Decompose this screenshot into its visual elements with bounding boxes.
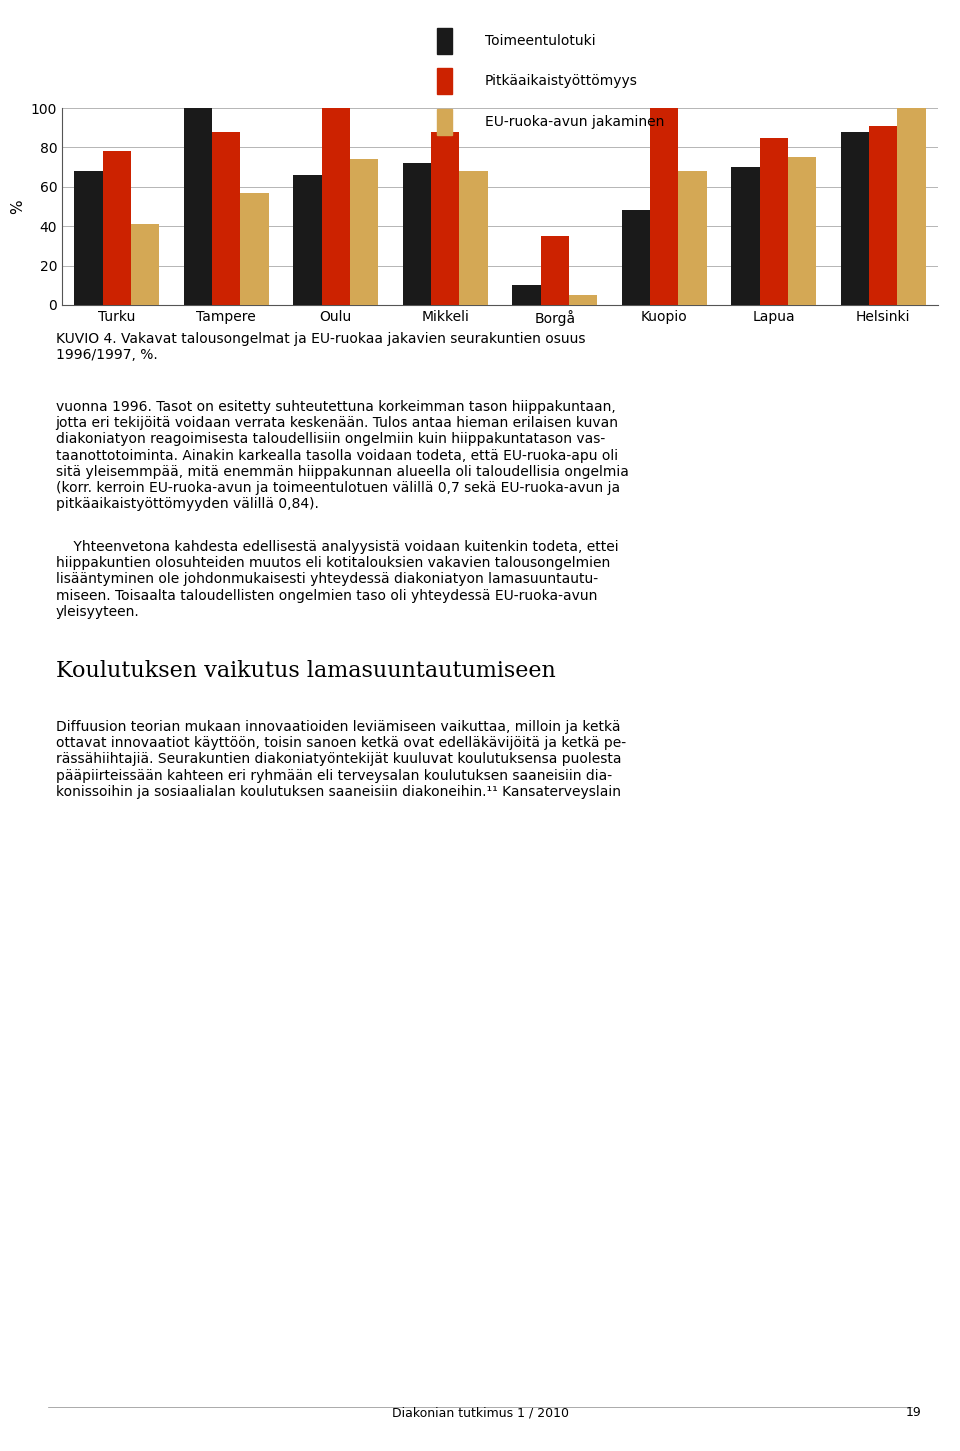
Text: Pitkäaikaistyöttömyys: Pitkäaikaistyöttömyys	[485, 74, 637, 89]
Y-axis label: %: %	[11, 199, 25, 213]
Text: Diffuusion teorian mukaan innovaatioiden leviämiseen vaikuttaa, milloin ja ketkä: Diffuusion teorian mukaan innovaatioiden…	[56, 720, 626, 800]
Bar	[621, 210, 650, 305]
Bar	[74, 171, 103, 305]
Bar	[212, 132, 241, 305]
Bar	[431, 132, 460, 305]
Bar	[759, 138, 788, 305]
Text: Yhteenvetona kahdesta edellisestä analyysistä voidaan kuitenkin todeta, ettei
hi: Yhteenvetona kahdesta edellisestä analyy…	[56, 540, 618, 618]
Text: Diakonian tutkimus 1 / 2010: Diakonian tutkimus 1 / 2010	[392, 1406, 568, 1419]
Bar	[679, 171, 707, 305]
Bar	[569, 295, 597, 305]
Text: 19: 19	[906, 1406, 922, 1419]
Bar	[841, 132, 869, 305]
Bar	[512, 286, 540, 305]
Text: vuonna 1996. Tasot on esitetty suhteutettuna korkeimman tason hiippakuntaan,
jot: vuonna 1996. Tasot on esitetty suhteutet…	[56, 400, 629, 511]
Bar	[869, 126, 898, 305]
Text: EU-ruoka-avun jakaminen: EU-ruoka-avun jakaminen	[485, 115, 664, 129]
Text: KUVIO 4. Vakavat talousongelmat ja EU-ruokaa jakavien seurakuntien osuus
1996/19: KUVIO 4. Vakavat talousongelmat ja EU-ru…	[56, 332, 586, 363]
Bar	[732, 167, 759, 305]
Bar	[402, 163, 431, 305]
Bar	[350, 160, 378, 305]
Bar	[131, 225, 159, 305]
Bar	[460, 171, 488, 305]
Text: Toimeentulotuki: Toimeentulotuki	[485, 33, 595, 48]
Bar	[241, 193, 269, 305]
Bar	[322, 106, 350, 305]
Bar	[183, 106, 212, 305]
Bar	[788, 157, 816, 305]
Bar	[103, 151, 131, 305]
Bar	[898, 106, 926, 305]
Bar	[293, 176, 322, 305]
Text: Koulutuksen vaikutus lamasuuntautumiseen: Koulutuksen vaikutus lamasuuntautumiseen	[56, 660, 556, 682]
Bar	[540, 237, 569, 305]
Bar	[650, 106, 679, 305]
